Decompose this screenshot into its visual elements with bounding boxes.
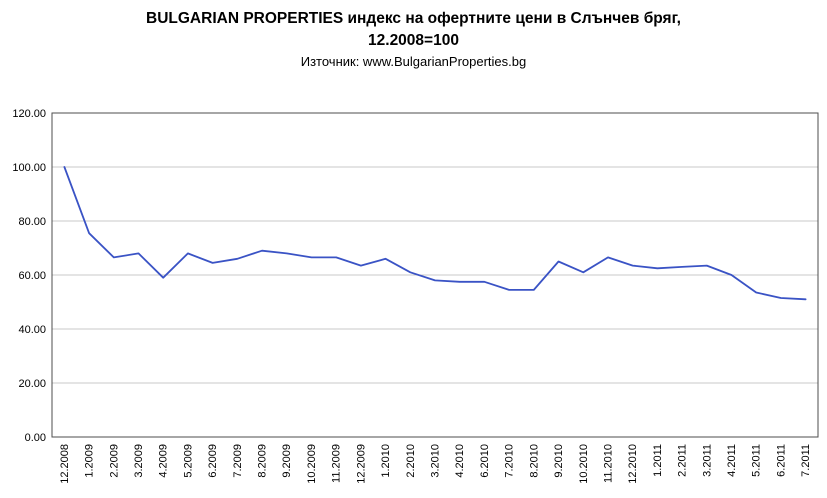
x-axis-tick-label: 11.2010 [602, 444, 614, 483]
x-axis-tick-label: 7.2011 [800, 444, 812, 477]
x-axis-tick-label: 11.2009 [331, 444, 343, 483]
x-axis-tick-label: 2.2011 [677, 444, 689, 477]
y-axis-tick-label: 80.00 [18, 216, 46, 228]
x-axis-tick-label: 2.2009 [108, 444, 120, 478]
x-axis-tick-label: 3.2011 [701, 444, 713, 477]
chart-header: BULGARIAN PROPERTIES индекс на офертните… [0, 8, 827, 69]
data-series-line [63, 166, 807, 301]
x-axis-tick-label: 4.2010 [454, 444, 466, 478]
x-axis-tick-label: 2.2010 [405, 444, 417, 478]
x-axis-tick-label: 6.2011 [775, 444, 787, 477]
chart-source: Източник: www.BulgarianProperties.bg [300, 54, 527, 70]
x-axis-tick-label: 6.2009 [207, 444, 219, 478]
x-axis-tick-label: 1.2010 [380, 444, 392, 478]
x-axis-tick-label: 5.2011 [751, 444, 763, 477]
y-axis-tick-label: 40.00 [18, 324, 46, 336]
x-axis-tick-label: 1.2009 [84, 444, 96, 478]
x-axis-tick-label: 12.2008 [59, 444, 71, 484]
x-axis-tick-label: 3.2009 [133, 444, 145, 478]
chart-title-line2: 12.2008=100 [368, 31, 459, 49]
x-axis-tick-label: 10.2010 [578, 444, 590, 484]
x-axis-tick-label: 9.2010 [553, 444, 565, 478]
x-axis-tick-label: 4.2009 [158, 444, 170, 478]
x-axis-tick-label: 6.2010 [479, 444, 491, 478]
x-axis-tick-label: 9.2009 [281, 444, 293, 478]
y-axis-tick-label: 60.00 [18, 270, 46, 282]
x-axis-tick-label: 1.2011 [652, 444, 664, 477]
x-axis-tick-label: 12.2010 [627, 444, 639, 484]
x-axis-tick-label: 3.2010 [430, 444, 442, 478]
x-axis-tick-label: 4.2011 [726, 444, 738, 477]
x-axis-tick-label: 5.2009 [182, 444, 194, 478]
y-axis-tick-label: 100.00 [12, 162, 46, 174]
y-axis-tick-label: 0.00 [25, 432, 46, 444]
x-axis-tick-label: 7.2010 [504, 444, 516, 478]
plot-area-border [51, 112, 819, 438]
y-axis-tick-label: 20.00 [18, 378, 46, 390]
x-axis-tick-label: 8.2009 [257, 444, 269, 478]
x-axis-tick-label: 12.2009 [355, 444, 367, 484]
x-axis-tick-label: 7.2009 [232, 444, 244, 478]
chart-title-line1: BULGARIAN PROPERTIES индекс на офертните… [146, 10, 681, 27]
x-axis-tick-label: 10.2009 [306, 444, 318, 484]
x-axis-tick-label: 8.2010 [528, 444, 540, 478]
y-axis-tick-label: 120.00 [12, 108, 46, 120]
